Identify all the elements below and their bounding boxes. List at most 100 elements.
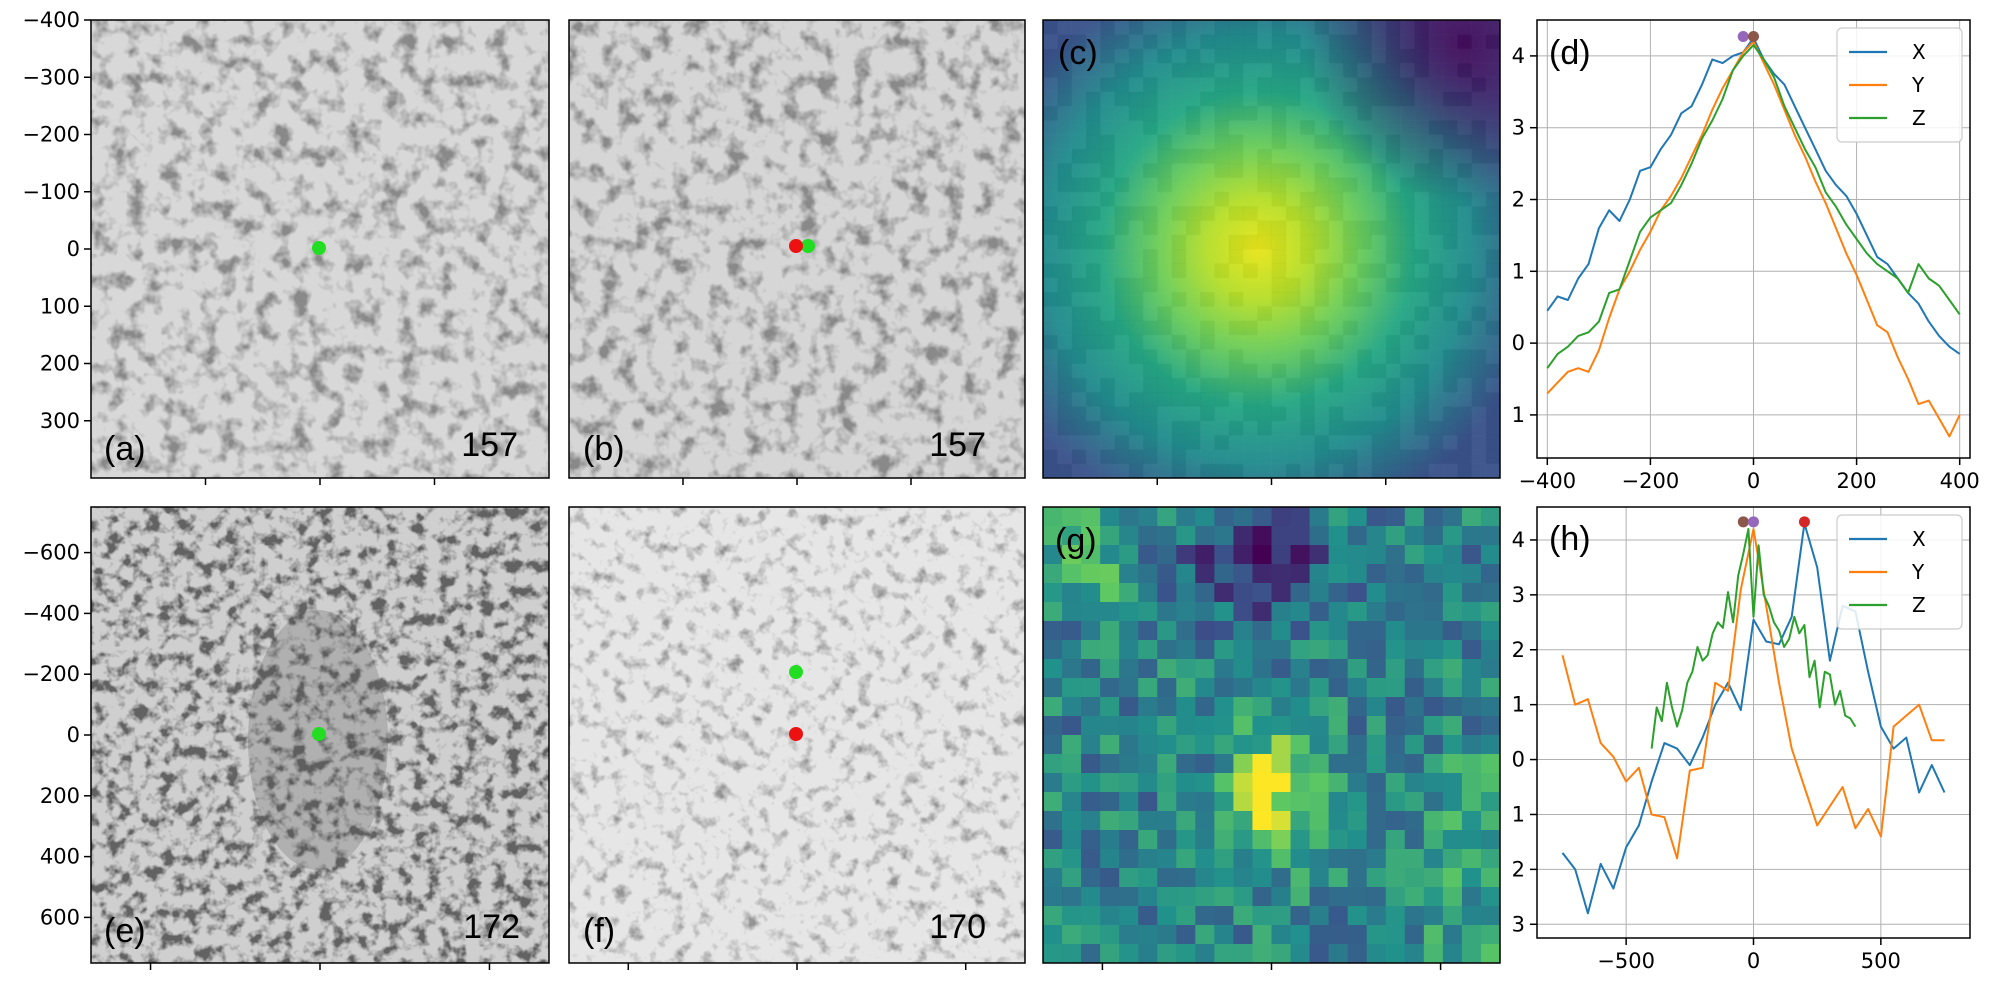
heatmap-cell: [1423, 754, 1444, 774]
heatmap-cell: [1114, 63, 1129, 78]
heatmap-cell: [1429, 49, 1444, 64]
heatmap-cell: [1119, 716, 1139, 736]
heatmap-cell: [1386, 449, 1401, 464]
heatmap-cell: [1157, 335, 1172, 350]
heatmap-cell: [1119, 678, 1139, 698]
heatmap-cell: [1386, 364, 1401, 379]
heatmap-cell: [1461, 659, 1482, 679]
heatmap-cell: [1143, 206, 1158, 221]
heatmap-cell: [1371, 106, 1386, 121]
heatmap-cell: [1385, 526, 1406, 546]
xtick-label: 0: [1747, 469, 1760, 493]
heatmap-cell: [1243, 92, 1258, 107]
heatmap-cell: [1371, 63, 1386, 78]
heatmap-cell: [1347, 564, 1368, 584]
heatmap-cell: [1043, 830, 1063, 850]
heatmap-cell: [1457, 106, 1472, 121]
heatmap-cell: [1366, 526, 1387, 546]
heatmap-cell: [1329, 235, 1344, 250]
heatmap-cell: [1114, 220, 1129, 235]
heatmap-cell: [1081, 564, 1101, 584]
heatmap-cell: [1233, 564, 1253, 584]
heatmap-cell: [1186, 120, 1201, 135]
heatmap-cell: [1300, 49, 1315, 64]
heatmap-cell: [1138, 792, 1158, 812]
ytick-label: 600: [40, 905, 80, 929]
heatmap-cell: [1195, 944, 1215, 963]
heatmap-cell: [1286, 249, 1301, 264]
heatmap-cell: [1290, 944, 1311, 963]
heatmap-cell: [1357, 163, 1372, 178]
heatmap-cell: [1357, 292, 1372, 307]
heatmap-cell: [1129, 406, 1144, 421]
heatmap-cell: [1214, 206, 1229, 221]
heatmap-cell: [1343, 378, 1358, 393]
heatmap-cell: [1214, 235, 1229, 250]
heatmap-cell: [1290, 564, 1311, 584]
heatmap-cell: [1443, 464, 1458, 479]
heatmap-cell: [1461, 716, 1482, 736]
heatmap-cell: [1290, 811, 1311, 831]
heatmap-cell: [1229, 378, 1244, 393]
heatmap-cell: [1471, 249, 1486, 264]
heatmap-cell: [1257, 120, 1272, 135]
heatmap-cell: [1366, 868, 1387, 888]
heatmap-cell: [1157, 602, 1177, 622]
heatmap-cell: [1233, 716, 1253, 736]
ytick-label: 3: [1512, 116, 1525, 140]
heatmap-cell: [1366, 697, 1387, 717]
heatmap-cell: [1243, 349, 1258, 364]
heatmap-cell: [1329, 34, 1344, 49]
heatmap-cell: [1314, 406, 1329, 421]
heatmap-cell: [1286, 335, 1301, 350]
heatmap-cell: [1343, 49, 1358, 64]
heatmap-cell: [1214, 392, 1229, 407]
heatmap-cell: [1043, 868, 1063, 888]
heatmap-cell: [1300, 20, 1315, 35]
heatmap-cell: [1138, 906, 1158, 926]
heatmap-cell: [1129, 278, 1144, 293]
heatmap-cell: [1414, 249, 1429, 264]
heatmap-cell: [1043, 735, 1063, 755]
heatmap-cell: [1347, 830, 1368, 850]
heatmap-cell: [1486, 120, 1501, 135]
heatmap-cell: [1119, 906, 1139, 926]
heatmap-cell: [1257, 106, 1272, 121]
heatmap-cell: [1086, 421, 1101, 436]
heatmap-cell: [1214, 464, 1229, 479]
heatmap-cell: [1286, 63, 1301, 78]
heatmap-cell: [1272, 49, 1287, 64]
heatmap-cell: [1457, 392, 1472, 407]
heatmap-cell: [1233, 944, 1253, 963]
heatmap-cell: [1081, 735, 1101, 755]
heatmap-cell: [1272, 220, 1287, 235]
heatmap-cell: [1243, 177, 1258, 192]
heatmap-cell: [1176, 773, 1196, 793]
heatmap-cell: [1309, 507, 1330, 527]
heatmap-cell: [1214, 135, 1229, 150]
heatmap-cell: [1214, 659, 1234, 679]
heatmap-cell: [1486, 263, 1501, 278]
heatmap-cell: [1329, 263, 1344, 278]
heatmap-cell: [1442, 830, 1463, 850]
heatmap-cell: [1386, 306, 1401, 321]
heatmap-cell: [1243, 292, 1258, 307]
heatmap-cell: [1186, 449, 1201, 464]
heatmap-cell: [1423, 678, 1444, 698]
heatmap-cell: [1300, 306, 1315, 321]
heatmap-cell: [1186, 263, 1201, 278]
heatmap-cell: [1057, 177, 1072, 192]
heatmap-cell: [1100, 249, 1115, 264]
heatmap-cell: [1272, 249, 1287, 264]
heatmap-cell: [1119, 754, 1139, 774]
heatmap-cell: [1486, 335, 1501, 350]
heatmap-cell: [1429, 406, 1444, 421]
heatmap-cell: [1386, 149, 1401, 164]
ytick-label: 300: [40, 409, 80, 433]
heatmap-cell: [1386, 349, 1401, 364]
heatmap-cell: [1442, 906, 1463, 926]
heatmap-cell: [1347, 507, 1368, 527]
heatmap-cell: [1172, 378, 1187, 393]
heatmap-cell: [1366, 849, 1387, 869]
heatmap-cell: [1233, 507, 1253, 527]
